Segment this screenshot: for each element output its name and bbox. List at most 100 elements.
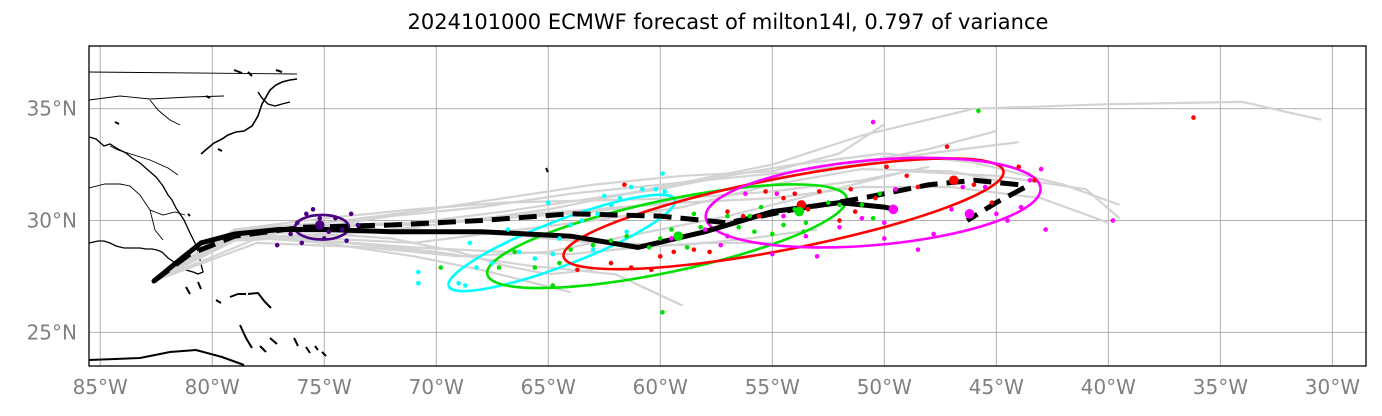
member-point-magenta	[837, 224, 842, 230]
member-point-cyan	[532, 256, 538, 261]
member-point-green	[747, 213, 753, 219]
member-point-magenta	[949, 207, 954, 212]
member-point-green	[801, 229, 806, 235]
lat-tick-label: 30°N	[27, 209, 77, 233]
member-point-indigo	[344, 238, 349, 243]
member-point-red	[628, 265, 634, 270]
member-point-red	[805, 207, 811, 212]
member-point-magenta	[1043, 227, 1048, 232]
member-point-cyan	[660, 171, 665, 176]
member-point-green	[557, 260, 562, 266]
member-point-green	[770, 231, 775, 237]
ellipse-green	[485, 183, 849, 290]
mean-tracks	[151, 177, 1028, 284]
centroid-point	[888, 204, 899, 215]
member-point-cyan	[628, 184, 634, 190]
cluster-centroids	[314, 175, 975, 242]
member-point-magenta	[814, 254, 820, 259]
lon-tick-label: 60°W	[633, 375, 688, 399]
ensemble-track	[153, 100, 1322, 282]
member-point-green	[512, 249, 517, 255]
lon-tick-label: 85°W	[73, 375, 128, 399]
lon-tick-label: 35°W	[1193, 375, 1248, 399]
member-point-green	[736, 224, 742, 230]
member-point-magenta	[1027, 177, 1033, 183]
member-point-green	[691, 211, 697, 217]
member-point-red	[622, 182, 627, 188]
member-point-indigo	[295, 220, 300, 226]
longitude-tick-labels: 85°W 80°W 75°W 70°W 65°W 60°W 55°W 50°W 45°W 40°W…	[73, 375, 1361, 399]
member-point-magenta	[982, 184, 988, 190]
member-point-green	[608, 238, 614, 243]
member-point-red	[944, 144, 950, 149]
state-borders	[89, 71, 298, 241]
member-point-magenta	[725, 233, 730, 239]
gridlines	[89, 46, 1366, 366]
member-point-cyan	[590, 247, 596, 252]
member-point-green	[725, 213, 730, 219]
member-point-magenta	[994, 211, 999, 217]
member-point-red	[725, 209, 730, 214]
member-point-green	[669, 227, 674, 232]
member-point-cyan	[601, 193, 607, 199]
member-point-cyan	[489, 260, 495, 266]
member-point-cyan	[467, 240, 473, 246]
member-point-indigo	[321, 236, 327, 241]
centroid-point	[948, 175, 959, 186]
member-point-red	[848, 186, 854, 192]
member-point-green	[624, 233, 629, 239]
member-point-green	[877, 191, 883, 196]
chesapeake	[257, 91, 291, 107]
member-point-green	[532, 265, 538, 270]
member-point-green	[646, 245, 652, 250]
member-point-green	[976, 108, 981, 114]
member-point-cyan	[662, 189, 668, 194]
member-point-magenta	[774, 191, 780, 196]
member-point-cyan	[474, 265, 479, 270]
centroid-point	[964, 209, 975, 219]
member-point-indigo	[310, 207, 316, 212]
member-point-magenta	[1110, 218, 1116, 223]
member-point-red	[873, 195, 878, 201]
member-point-red	[649, 267, 654, 273]
member-point-green	[657, 236, 663, 241]
member-point-magenta	[702, 227, 708, 232]
member-point-indigo	[339, 227, 345, 232]
member-point-indigo	[326, 229, 332, 235]
member-point-magenta	[859, 216, 865, 221]
member-point-green	[781, 222, 786, 228]
member-point-red	[1032, 177, 1037, 183]
barrier-islands	[200, 78, 298, 155]
member-point-green	[826, 200, 831, 205]
member-point-indigo	[274, 242, 280, 248]
ensemble-tracks	[153, 100, 1322, 307]
bahamas	[185, 281, 327, 357]
ellipse-red	[562, 157, 1005, 271]
member-point-green	[758, 204, 764, 210]
member-point-cyan	[568, 222, 573, 228]
member-point-green	[590, 242, 596, 248]
lat-tick-label: 25°N	[27, 320, 77, 344]
member-point-magenta	[1005, 218, 1010, 223]
map-frame	[88, 45, 1367, 367]
member-point-green	[660, 309, 665, 315]
member-point-cyan	[640, 186, 645, 192]
member-point-cyan	[545, 200, 551, 205]
member-point-red	[740, 213, 746, 219]
member-point-cyan	[416, 280, 421, 286]
member-point-red	[1016, 164, 1022, 170]
lon-tick-label: 75°W	[297, 375, 352, 399]
member-point-red	[884, 164, 889, 170]
member-point-red	[707, 249, 712, 255]
member-point-green	[684, 245, 690, 250]
coastline-layer	[89, 69, 549, 366]
member-point-red	[971, 182, 977, 188]
member-point-green	[803, 220, 809, 226]
member-point-magenta	[870, 119, 876, 125]
member-point-green	[859, 202, 865, 208]
member-point-green	[550, 283, 556, 288]
member-point-red	[608, 260, 614, 266]
member-point-red	[671, 249, 677, 255]
lon-tick-label: 50°W	[857, 375, 912, 399]
member-point-indigo	[333, 216, 338, 221]
